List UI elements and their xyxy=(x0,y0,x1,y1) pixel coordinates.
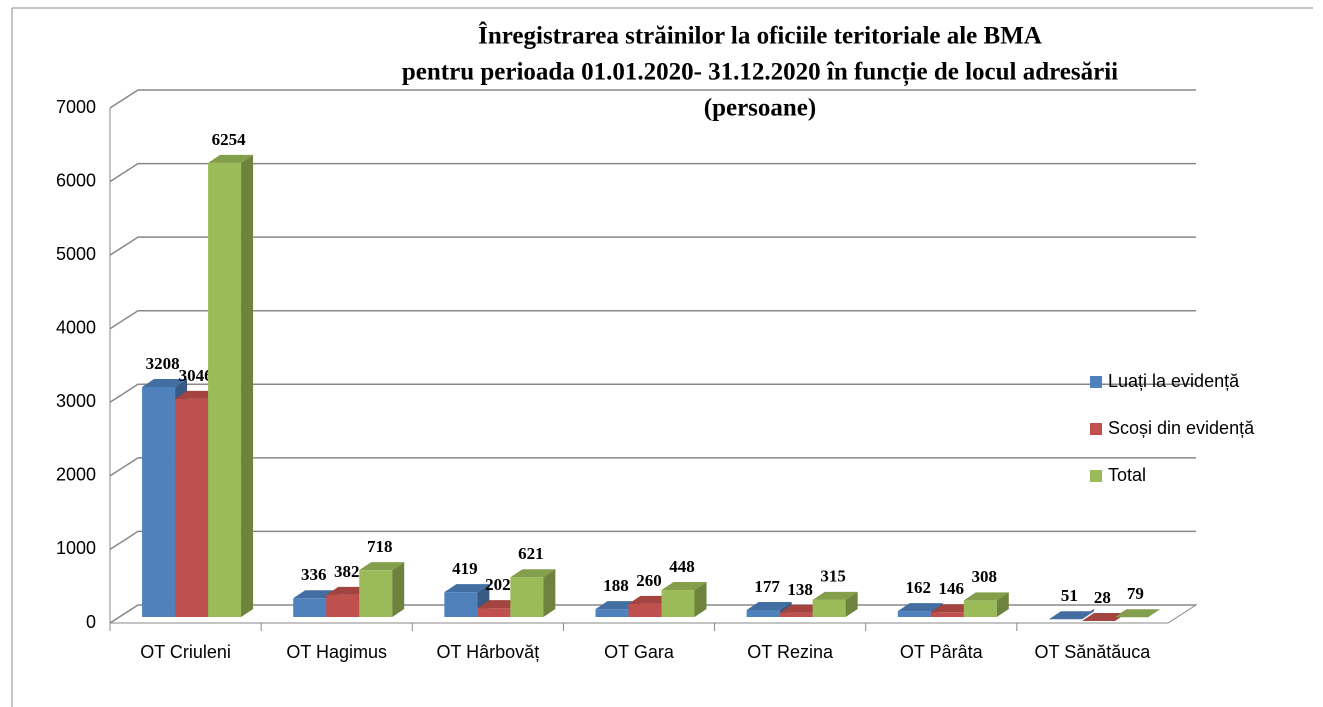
bar-front xyxy=(293,598,327,617)
value-label: 3046 xyxy=(179,366,213,385)
value-label: 51 xyxy=(1061,586,1078,605)
bar-front xyxy=(897,611,931,617)
value-label: 308 xyxy=(972,567,998,586)
value-label: 315 xyxy=(820,567,846,586)
bar-top xyxy=(510,569,556,578)
value-label: 419 xyxy=(452,559,478,578)
bar-top xyxy=(1048,611,1094,620)
bar-side xyxy=(694,582,707,617)
bar-top xyxy=(897,603,943,612)
y-tick-label: 1000 xyxy=(56,538,96,558)
bar-front xyxy=(930,612,964,617)
value-label: 162 xyxy=(906,578,932,597)
legend-swatch xyxy=(1090,423,1102,435)
bar-top xyxy=(963,592,1009,601)
value-label: 6254 xyxy=(212,130,247,149)
bar-side xyxy=(392,562,405,617)
chart-title: Înregistrarea străinilor la oficiile ter… xyxy=(478,22,1042,50)
bar-front xyxy=(746,609,780,617)
bar-front xyxy=(779,612,813,617)
value-label: 28 xyxy=(1094,588,1111,607)
value-label: 260 xyxy=(636,571,662,590)
value-label: 382 xyxy=(334,562,360,581)
bar-front xyxy=(963,600,997,617)
value-label: 3208 xyxy=(146,354,180,373)
bar-front xyxy=(477,608,511,617)
bar-top xyxy=(208,154,254,163)
value-label: 718 xyxy=(367,537,393,556)
bar-front xyxy=(326,594,360,617)
bar-front xyxy=(510,577,544,617)
grid-line xyxy=(109,89,1196,109)
bar-side xyxy=(543,569,556,617)
bar-side xyxy=(996,592,1009,617)
value-label: 177 xyxy=(754,577,780,596)
x-tick-label: OT Pârâta xyxy=(900,642,984,662)
bar-front xyxy=(812,599,846,617)
chart-title: (persoane) xyxy=(704,95,816,122)
value-label: 138 xyxy=(787,580,813,599)
grid-line xyxy=(109,383,1196,403)
bar xyxy=(963,592,1009,617)
bar-top xyxy=(359,562,405,571)
legend-label: Scoși din evidență xyxy=(1108,418,1255,438)
y-tick-label: 4000 xyxy=(56,317,96,337)
value-label: 188 xyxy=(603,576,629,595)
bar-front xyxy=(142,386,176,617)
legend-swatch xyxy=(1090,470,1102,482)
value-label: 621 xyxy=(518,544,544,563)
value-label: 336 xyxy=(301,565,327,584)
x-tick-label: OT Rezina xyxy=(747,642,834,662)
bar-front xyxy=(595,609,629,617)
value-label: 146 xyxy=(939,579,965,598)
legend-swatch xyxy=(1090,376,1102,388)
value-label: 79 xyxy=(1127,584,1144,603)
bar-top xyxy=(746,601,792,610)
value-label: 448 xyxy=(669,557,695,576)
legend-label: Luați la evidență xyxy=(1108,371,1240,391)
grid-line xyxy=(109,457,1196,477)
bar xyxy=(510,569,556,617)
bar-front xyxy=(444,592,478,617)
bar-top xyxy=(1114,609,1160,618)
y-tick-label: 6000 xyxy=(56,170,96,190)
bar-front xyxy=(208,162,242,618)
bar-front xyxy=(661,590,695,617)
bar-top xyxy=(444,584,490,593)
x-tick-label: OT Gara xyxy=(604,642,675,662)
bar-top xyxy=(812,591,858,600)
y-tick-label: 3000 xyxy=(56,391,96,411)
legend-label: Total xyxy=(1108,465,1146,485)
bar xyxy=(208,154,254,618)
bar-front xyxy=(628,603,662,617)
y-tick-label: 2000 xyxy=(56,465,96,485)
bar-top xyxy=(1081,612,1127,621)
chart-title: pentru perioada 01.01.2020- 31.12.2020 î… xyxy=(402,59,1118,87)
x-tick-label: OT Hârbovăț xyxy=(436,642,539,662)
x-tick-label: OT Sănătăuca xyxy=(1035,642,1152,662)
grid-line xyxy=(109,309,1196,330)
bar-top xyxy=(142,378,188,387)
bar-front xyxy=(175,398,209,617)
y-tick-label: 5000 xyxy=(56,244,96,264)
grid-line xyxy=(109,530,1196,551)
bar-side xyxy=(241,154,254,618)
value-label: 202 xyxy=(485,575,511,594)
x-tick-label: OT Criuleni xyxy=(140,642,231,662)
bar-top xyxy=(661,582,707,591)
y-tick-label: 7000 xyxy=(56,97,96,117)
bar xyxy=(1048,609,1094,620)
bar xyxy=(359,562,405,617)
bar-front xyxy=(359,570,393,617)
bar xyxy=(812,591,858,617)
grid-line xyxy=(109,162,1196,183)
grid-line xyxy=(109,236,1196,256)
bar xyxy=(661,582,707,617)
x-tick-label: OT Hagimus xyxy=(286,642,387,662)
y-tick-label: 0 xyxy=(86,612,96,632)
bar-side xyxy=(845,591,858,617)
bar xyxy=(1114,609,1160,618)
bar xyxy=(444,584,490,617)
